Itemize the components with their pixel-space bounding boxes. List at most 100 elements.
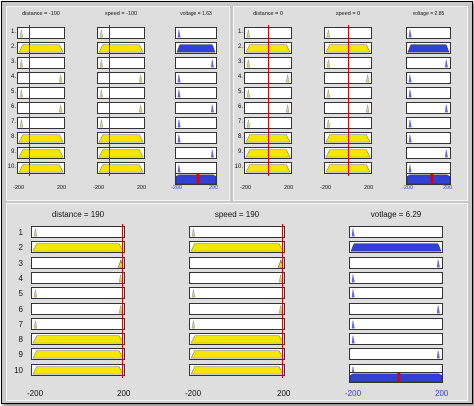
voltage-membership-cell[interactable] bbox=[406, 27, 451, 39]
axis-max-label: 200 bbox=[284, 185, 294, 191]
speed-membership-cell[interactable] bbox=[189, 348, 285, 361]
voltage-title: voltage = 1.63 bbox=[180, 11, 212, 17]
distance-membership-cell[interactable] bbox=[17, 72, 65, 84]
voltage-membership-cell[interactable] bbox=[175, 117, 217, 129]
axis-min-label: -200 bbox=[402, 185, 414, 191]
voltage-membership-cell[interactable] bbox=[349, 317, 443, 330]
speed-membership-cell[interactable] bbox=[189, 256, 285, 269]
rule-number: 9. bbox=[237, 149, 243, 155]
voltage-membership-cell[interactable] bbox=[349, 271, 443, 284]
distance-membership-cell[interactable] bbox=[31, 226, 125, 238]
distance-membership-cell[interactable] bbox=[17, 162, 65, 174]
voltage-membership-cell[interactable] bbox=[175, 132, 217, 144]
voltage-membership-cell[interactable] bbox=[349, 333, 443, 346]
voltage-membership-cell[interactable] bbox=[175, 72, 217, 84]
voltage-membership-cell[interactable] bbox=[175, 102, 217, 114]
axis-min-label: -200 bbox=[345, 389, 362, 398]
rule-viewer-panel-top-right: distance = 0 speed = 0 voltage = 2.85 1. 2. 3… bbox=[233, 6, 468, 201]
speed-membership-cell[interactable] bbox=[97, 162, 145, 174]
rule-number: 1. bbox=[10, 29, 16, 35]
distance-membership-cell[interactable] bbox=[17, 117, 65, 129]
voltage-membership-cell[interactable] bbox=[175, 27, 217, 39]
speed-membership-cell[interactable] bbox=[97, 42, 145, 54]
distance-membership-cell[interactable] bbox=[17, 147, 65, 159]
axis-max-label: 200 bbox=[137, 185, 147, 191]
speed-input-line[interactable] bbox=[109, 25, 110, 176]
voltage-membership-cell[interactable] bbox=[349, 241, 443, 254]
voltage-membership-cell[interactable] bbox=[349, 348, 443, 361]
voltage-membership-cell[interactable] bbox=[406, 42, 451, 54]
axis-min-label: -200 bbox=[171, 185, 183, 191]
distance-membership-cell[interactable] bbox=[31, 302, 125, 315]
voltage-membership-cell[interactable] bbox=[175, 87, 217, 99]
distance-membership-cell[interactable] bbox=[31, 256, 125, 269]
speed-membership-cell[interactable] bbox=[97, 27, 145, 39]
axis-max-label: 200 bbox=[443, 185, 453, 191]
rule-number: 10 bbox=[14, 365, 23, 375]
voltage-membership-cell[interactable] bbox=[406, 117, 451, 129]
distance-membership-cell[interactable] bbox=[17, 27, 65, 39]
speed-membership-cell[interactable] bbox=[189, 363, 285, 376]
rule-number: 7. bbox=[237, 119, 243, 125]
voltage-membership-cell[interactable] bbox=[406, 57, 451, 69]
speed-title: speed = 0 bbox=[335, 11, 361, 17]
distance-input-line[interactable] bbox=[29, 25, 30, 176]
distance-membership-cell[interactable] bbox=[31, 333, 125, 346]
speed-membership-cell[interactable] bbox=[189, 241, 285, 254]
axis-min-label: -200 bbox=[185, 389, 202, 398]
distance-membership-cell[interactable] bbox=[31, 363, 125, 376]
voltage-membership-cell[interactable] bbox=[406, 87, 451, 99]
voltage-membership-cell[interactable] bbox=[175, 42, 217, 54]
distance-membership-cell[interactable] bbox=[17, 87, 65, 99]
rule-number: 4. bbox=[10, 74, 16, 80]
speed-membership-cell[interactable] bbox=[97, 147, 145, 159]
speed-membership-cell[interactable] bbox=[97, 132, 145, 144]
rule-number: 1 bbox=[18, 228, 23, 237]
speed-input-line[interactable] bbox=[348, 25, 349, 176]
distance-membership-cell[interactable] bbox=[31, 241, 125, 254]
rule-number: 1. bbox=[237, 29, 243, 35]
distance-input-line[interactable] bbox=[122, 224, 124, 378]
distance-title: distance = 190 bbox=[51, 210, 105, 219]
voltage-membership-cell[interactable] bbox=[349, 287, 443, 300]
speed-membership-cell[interactable] bbox=[97, 87, 145, 99]
rule-number: 6 bbox=[18, 304, 23, 314]
voltage-membership-cell[interactable] bbox=[406, 147, 451, 159]
voltage-membership-cell[interactable] bbox=[349, 302, 443, 315]
voltage-title: voltage = 2.85 bbox=[412, 11, 445, 17]
distance-membership-cell[interactable] bbox=[31, 271, 125, 284]
voltage-membership-cell[interactable] bbox=[175, 57, 217, 69]
distance-membership-cell[interactable] bbox=[17, 132, 65, 144]
distance-membership-cell[interactable] bbox=[17, 42, 65, 54]
voltage-membership-cell[interactable] bbox=[406, 102, 451, 114]
distance-membership-cell[interactable] bbox=[31, 317, 125, 330]
rule-number: 2 bbox=[18, 243, 23, 253]
distance-title: distance = 0 bbox=[253, 11, 283, 17]
axis-max-label: 200 bbox=[277, 389, 291, 398]
voltage-membership-cell[interactable] bbox=[349, 226, 443, 238]
axis-max-label: 200 bbox=[117, 389, 131, 398]
speed-membership-cell[interactable] bbox=[189, 271, 285, 284]
rule-number: 2. bbox=[10, 44, 16, 50]
speed-membership-cell[interactable] bbox=[189, 333, 285, 346]
speed-input-line[interactable] bbox=[282, 224, 284, 378]
speed-membership-cell[interactable] bbox=[97, 72, 145, 84]
axis-min-label: -200 bbox=[320, 185, 332, 191]
voltage-membership-cell[interactable] bbox=[406, 132, 451, 144]
distance-membership-cell[interactable] bbox=[17, 102, 65, 114]
speed-membership-cell[interactable] bbox=[189, 226, 285, 238]
voltage-membership-cell[interactable] bbox=[349, 256, 443, 269]
voltage-membership-cell[interactable] bbox=[406, 72, 451, 84]
voltage-aggregate-output bbox=[406, 173, 451, 185]
speed-membership-cell[interactable] bbox=[97, 102, 145, 114]
speed-membership-cell[interactable] bbox=[189, 302, 285, 315]
voltage-membership-cell[interactable] bbox=[175, 147, 217, 159]
speed-membership-cell[interactable] bbox=[189, 287, 285, 300]
distance-membership-cell[interactable] bbox=[31, 348, 125, 361]
speed-membership-cell[interactable] bbox=[189, 317, 285, 330]
distance-membership-cell[interactable] bbox=[17, 57, 65, 69]
speed-membership-cell[interactable] bbox=[97, 117, 145, 129]
distance-input-line[interactable] bbox=[268, 25, 269, 176]
speed-membership-cell[interactable] bbox=[97, 57, 145, 69]
distance-membership-cell[interactable] bbox=[31, 287, 125, 300]
